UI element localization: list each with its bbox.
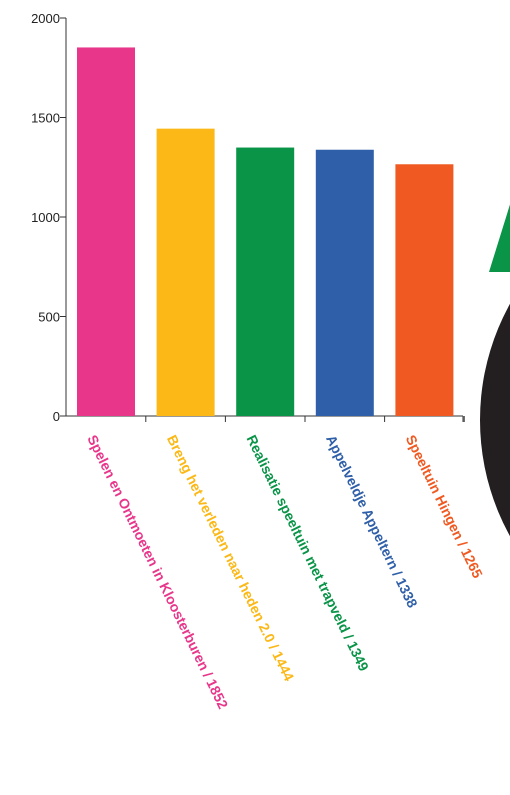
category-labels: Spelen en Ontmoeten in Kloosterburen / 1… [84,432,486,711]
bars [77,47,454,417]
bar [156,128,215,417]
y-tick-label: 1000 [31,210,60,225]
y-tick-label: 500 [38,310,60,325]
y-tick-label: 1500 [31,111,60,126]
category-label: Spelen en Ontmoeten in Kloosterburen / 1… [84,432,231,711]
x-ticks [145,416,465,422]
category-label: Speeltuin Hingen / 1265 [403,432,486,580]
category-label: Breng het verleden naar heden 2.0 / 1444 [164,432,298,683]
category-label: Appelveldje Appeltern / 1338 [323,432,421,610]
side-pie-dark-segment [480,303,510,537]
bar [236,147,295,416]
side-pie-green-segment [489,204,510,272]
y-tick-label: 2000 [31,11,60,26]
side-pie-graphic [480,204,510,537]
bar [395,164,454,416]
bar [315,149,374,416]
y-tick-label: 0 [53,409,60,424]
bar [77,47,135,417]
y-ticks: 0 500 1000 1500 2000 [31,11,66,424]
